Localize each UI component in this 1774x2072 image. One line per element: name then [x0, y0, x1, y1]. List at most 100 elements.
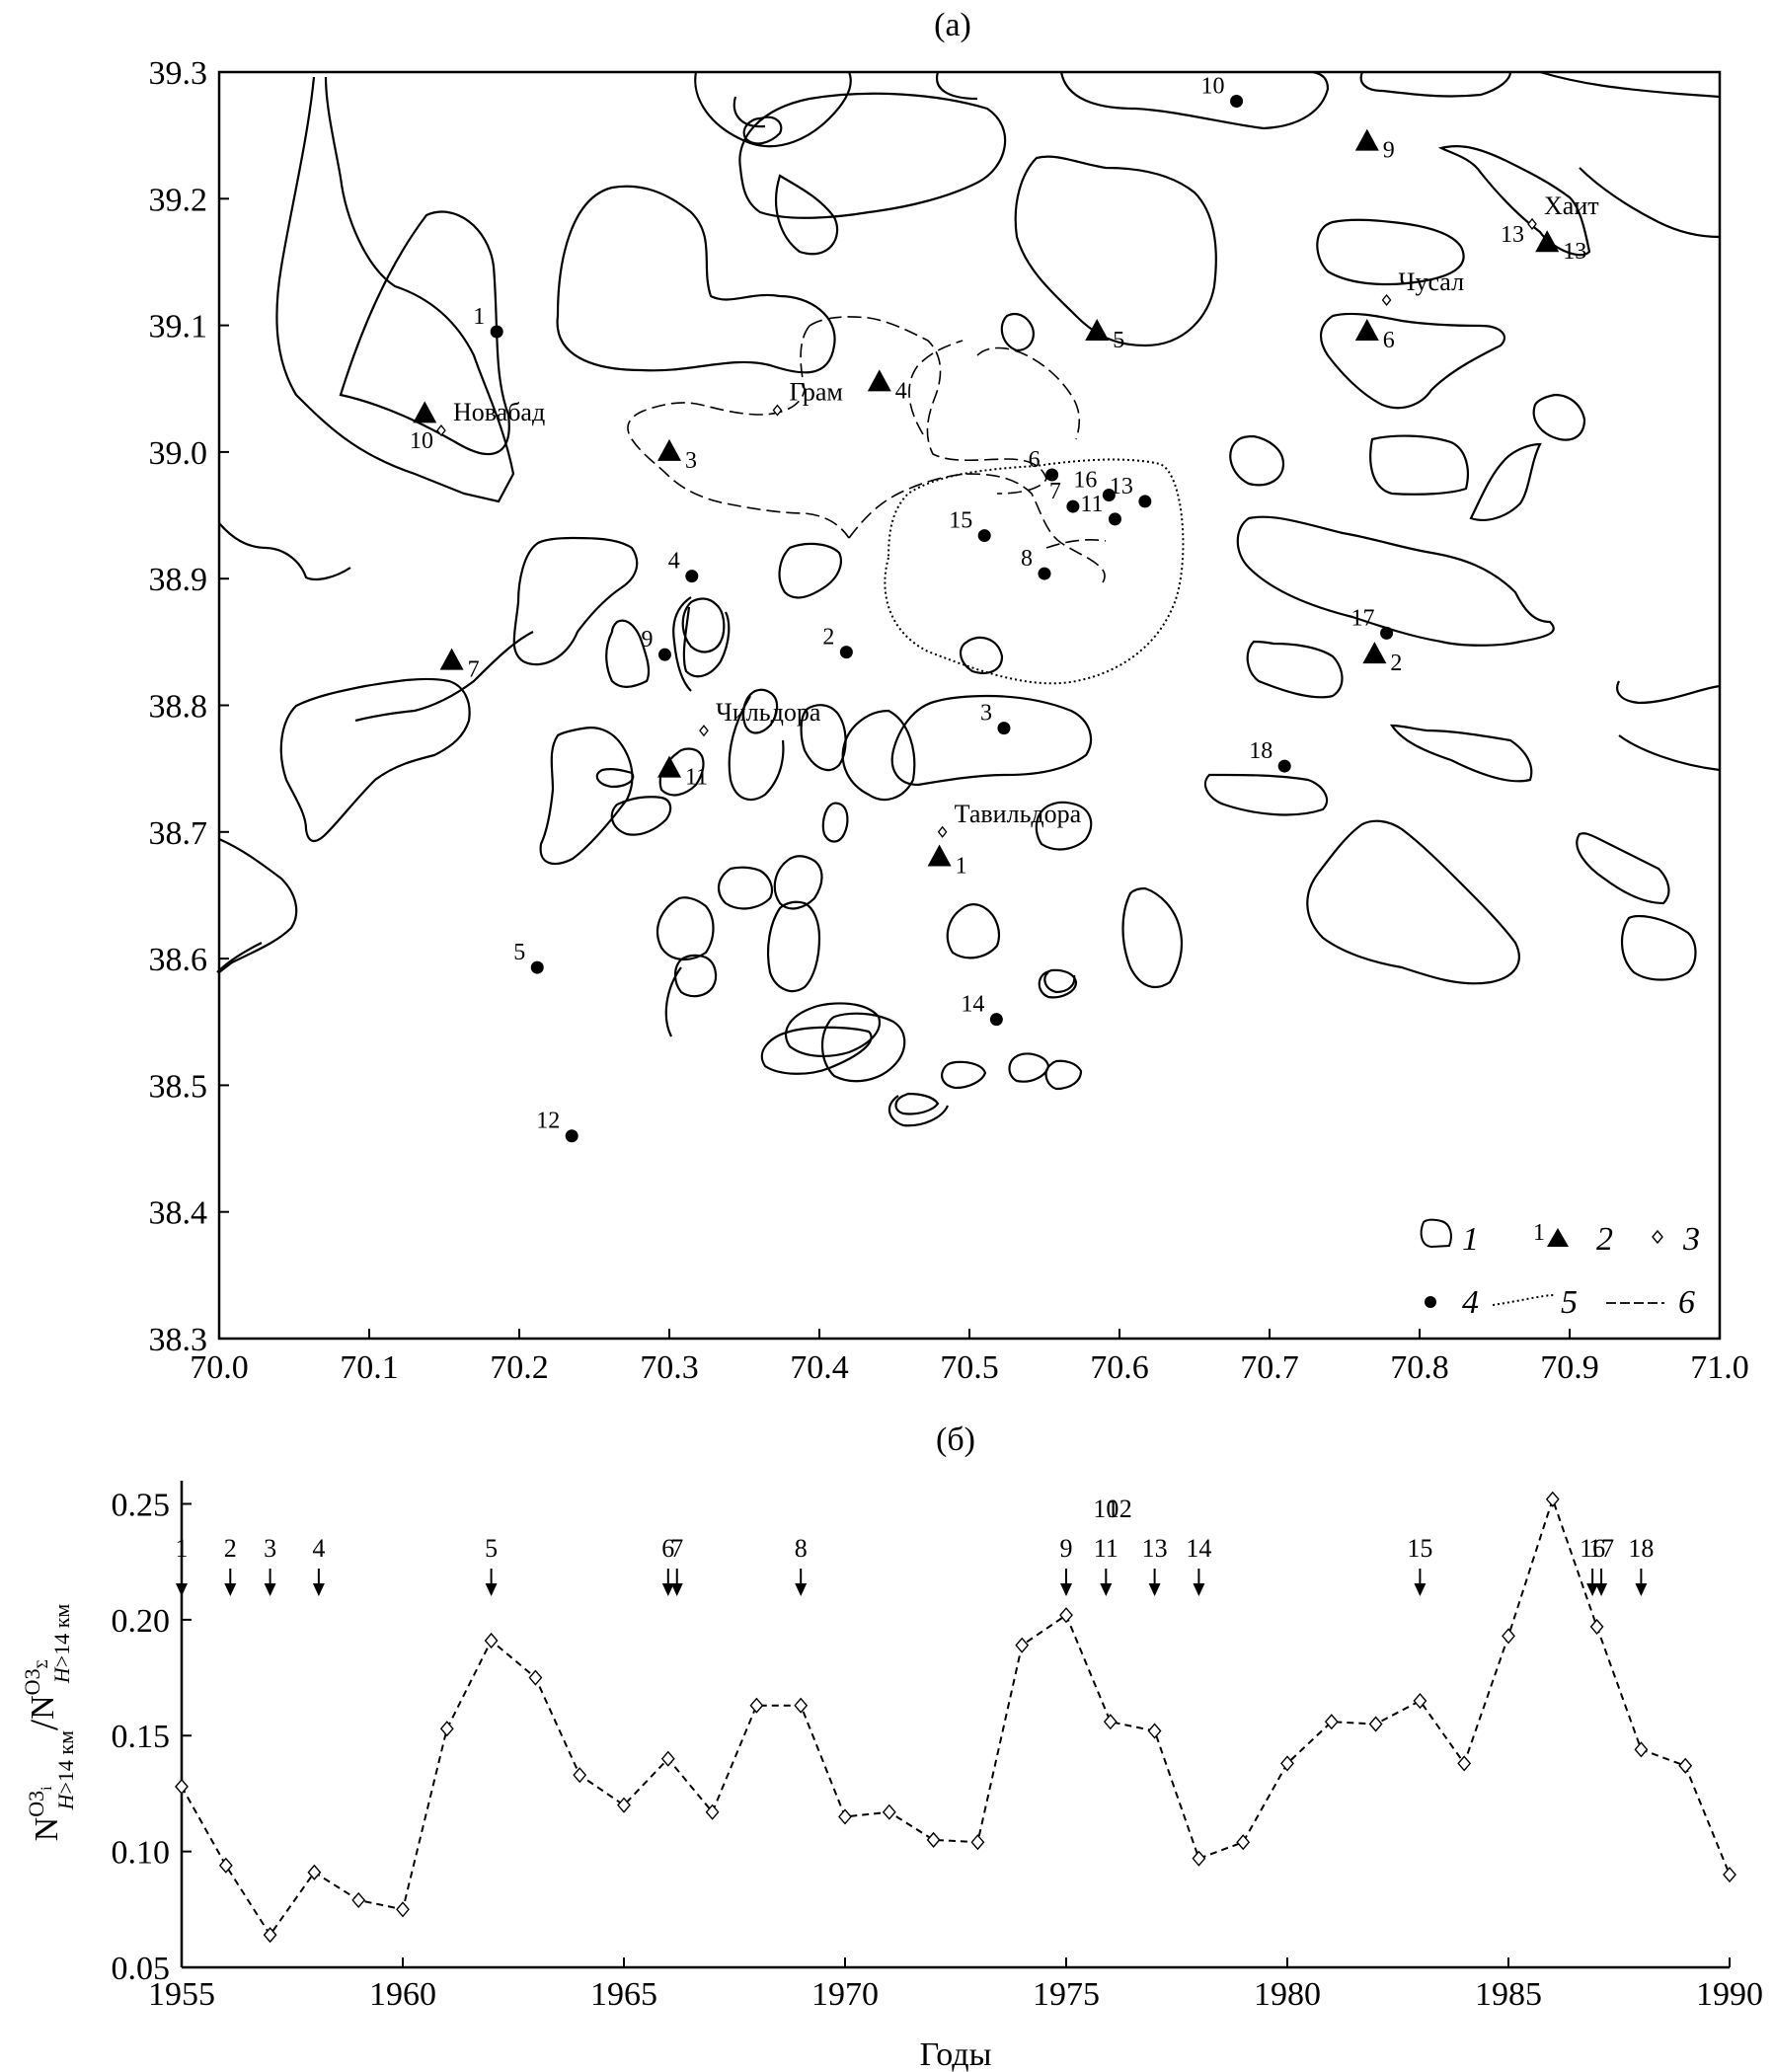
map-x-tick-label: 70.3 [640, 1349, 699, 1386]
line-data-point [484, 1632, 499, 1650]
map-y-tick-label: 38.6 [149, 942, 208, 978]
event-arrow-head [1595, 1583, 1608, 1596]
line-chart-y-label: NO3iH>14 км/NO3ΣH>14 км [20, 1604, 78, 1842]
line-chart-y-label-text: NO3iH>14 км/NO3ΣH>14 км [20, 1604, 78, 1842]
event-circle-label: 9 [641, 627, 653, 652]
line-data-point [1678, 1757, 1693, 1774]
event-arrow-label: 12 [1107, 1495, 1132, 1523]
event-circle [1230, 95, 1244, 109]
epicenter-triangle-label: 2 [1390, 651, 1402, 676]
event-arrow-label: 17 [1588, 1534, 1614, 1563]
line-data-point [351, 1891, 366, 1908]
settlement-diamond [699, 725, 709, 737]
epicenter-triangle-label: 11 [685, 765, 708, 791]
line-x-tick-label: 1975 [1033, 1976, 1100, 2013]
event-arrow-head [264, 1583, 276, 1596]
legend-label-1: 1 [1462, 1221, 1479, 1258]
epicenter-triangle [1354, 128, 1379, 151]
line-x-tick-label: 1990 [1696, 1976, 1763, 2013]
line-x-tick-label: 1980 [1254, 1976, 1321, 2013]
event-circle [1108, 512, 1121, 526]
map-panel: 70.0 70.1 70.2 70.3 70.4 70.5 70.6 70.7 70.8 70.9… [149, 55, 1749, 1386]
event-arrow-label: 3 [264, 1534, 276, 1563]
event-arrow-label: 1 [176, 1534, 189, 1563]
line-data-point [573, 1767, 587, 1784]
legend-triangle-number: 1 [1533, 1220, 1545, 1246]
epicenter-triangle [927, 844, 952, 867]
event-arrow-label: 15 [1407, 1534, 1432, 1563]
line-data-point [794, 1697, 809, 1714]
event-circle-label: 14 [961, 992, 984, 1018]
epicenter-triangle [867, 369, 891, 392]
line-data-point [439, 1721, 454, 1737]
map-y-axis: 38.3 38.4 38.5 38.6 38.7 38.8 38.9 39.0 39.1 39.2… [149, 55, 229, 1358]
epicenter-triangle [1085, 319, 1110, 342]
line-data-point [1368, 1716, 1383, 1732]
event-arrow-head [224, 1583, 237, 1596]
map-x-tick-label: 70.6 [1090, 1349, 1149, 1386]
event-circle [1380, 626, 1394, 640]
map-y-tick-label: 38.4 [149, 1195, 208, 1232]
event-circle-label: 6 [1029, 447, 1041, 473]
legend-label-6: 6 [1678, 1284, 1695, 1321]
line-data-point [617, 1797, 631, 1813]
line-y-tick-label: 0.15 [112, 1719, 171, 1755]
event-circle [1102, 489, 1116, 502]
line-data-point [1236, 1834, 1251, 1851]
event-circle-label: 7 [1049, 479, 1061, 504]
line-y-tick-label: 0.10 [112, 1835, 171, 1872]
event-arrow-label: 6 [661, 1534, 674, 1563]
event-arrow-label: 14 [1186, 1534, 1211, 1563]
epicenter-triangle-label: 13 [1563, 239, 1586, 265]
map-x-tick-label: 70.9 [1540, 1349, 1599, 1386]
settlement-diamond [1527, 217, 1537, 231]
map-y-tick-label: 38.5 [149, 1068, 208, 1105]
legend-circle-symbol [1425, 1296, 1436, 1308]
legend-contour-symbol [1420, 1218, 1452, 1249]
map-x-axis: 70.0 70.1 70.2 70.3 70.4 70.5 70.6 70.7 70.8 70.9… [190, 1329, 1749, 1386]
epicenter-triangle [413, 401, 437, 423]
line-points [175, 1491, 1736, 1944]
settlement-name: Хаит [1544, 192, 1599, 220]
line-data-point [1147, 1723, 1162, 1739]
event-circle-label: 15 [949, 508, 972, 534]
event-circle-label: 12 [536, 1109, 560, 1134]
event-circle-label: 18 [1249, 738, 1273, 764]
line-data-point [1192, 1850, 1206, 1867]
epicenter-triangle [1354, 319, 1379, 342]
event-circle [1038, 567, 1051, 580]
line-data-point [1324, 1714, 1339, 1730]
line-chart-panel: 1955 1960 1965 1970 1975 1980 1985 1990 0.050.1… [20, 1481, 1763, 2072]
event-arrow-label: 11 [1094, 1534, 1118, 1563]
settlement-name: Новабад [453, 398, 545, 426]
event-circle [977, 529, 991, 543]
event-circle-label: 17 [1351, 605, 1375, 631]
line-data-point [660, 1750, 675, 1767]
settlement-diamond [772, 404, 783, 417]
event-arrow-label: 8 [795, 1534, 808, 1563]
line-data-point [882, 1803, 896, 1820]
map-x-tick-label: 71.0 [1690, 1349, 1749, 1386]
map-x-tick-label: 70.2 [490, 1349, 549, 1386]
cross-lines-6 [627, 316, 1107, 583]
line-chart-x-label: Годы [920, 2036, 992, 2072]
line-data-point [528, 1669, 543, 1686]
line-x-tick-label: 1970 [811, 1976, 879, 2013]
panel-a-label: (а) [934, 7, 971, 43]
map-x-tick-label: 70.7 [1240, 1349, 1299, 1386]
event-circle-label: 16 [1073, 468, 1097, 494]
dotted-zone-5 [884, 458, 1185, 685]
map-frame [217, 70, 1722, 1341]
event-arrow-head [670, 1583, 683, 1596]
event-arrow-head [661, 1583, 674, 1596]
event-arrow-head [1414, 1583, 1427, 1596]
event-arrow-label: 13 [1142, 1534, 1168, 1563]
epicenter-triangle-label: 3 [685, 448, 697, 474]
map-x-tick-label: 70.1 [340, 1349, 399, 1386]
event-arrow-label: 4 [312, 1534, 325, 1563]
event-circle-label: 2 [822, 625, 834, 651]
map-x-tick-label: 70.5 [940, 1349, 999, 1386]
line-data-point [1015, 1637, 1030, 1653]
line-data-point [705, 1803, 720, 1820]
